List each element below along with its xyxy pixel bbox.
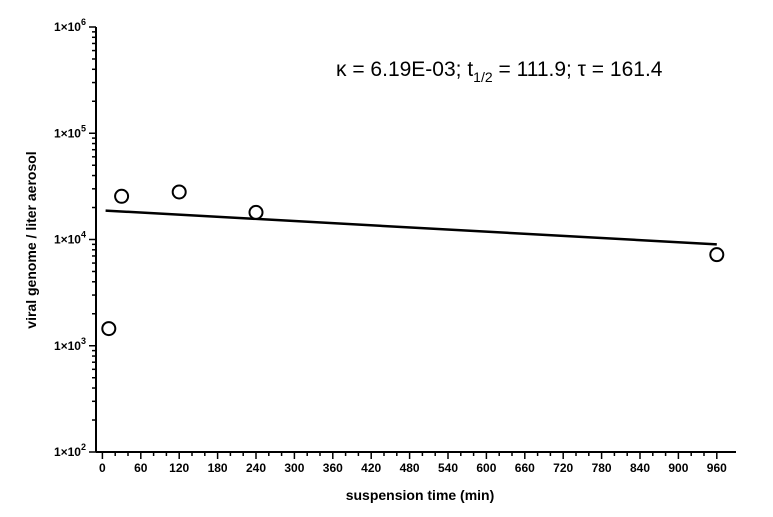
- annotation-rest: = 111.9; τ = 161.4: [493, 58, 663, 81]
- x-tick-label: 720: [553, 461, 573, 475]
- y-tick-label: 1×104: [54, 230, 86, 247]
- y-axis-title: viral genome / liter aerosol: [23, 151, 39, 328]
- y-tick-exponent: 5: [81, 123, 86, 133]
- x-tick-label: 120: [169, 461, 189, 475]
- fit-line: [105, 209, 717, 246]
- y-tick-mantissa: 1×10: [54, 20, 81, 34]
- data-point: [248, 204, 264, 220]
- x-tick-label: 0: [99, 461, 106, 475]
- x-tick-label: 600: [476, 461, 496, 475]
- data-point: [101, 321, 117, 337]
- y-tick-exponent: 4: [81, 230, 86, 240]
- y-tick-label: 1×102: [54, 442, 86, 459]
- x-tick-label: 300: [284, 461, 304, 475]
- data-points: [101, 184, 725, 337]
- y-tick-mantissa: 1×10: [54, 339, 81, 353]
- data-point: [171, 184, 187, 200]
- y-tick-exponent: 2: [81, 442, 86, 452]
- x-tick-label: 360: [323, 461, 343, 475]
- x-axis-title: suspension time (min): [346, 487, 495, 503]
- data-point: [709, 247, 725, 263]
- fit-annotation: κ = 6.19E-03; t1/2 = 111.9; τ = 161.4: [336, 58, 663, 85]
- y-tick-mantissa: 1×10: [54, 445, 81, 459]
- x-tick-label: 780: [592, 461, 612, 475]
- y-tick-mantissa: 1×10: [54, 126, 81, 140]
- x-tick-label: 420: [361, 461, 381, 475]
- regression-line: [105, 209, 717, 246]
- x-tick-label: 960: [707, 461, 727, 475]
- annotation-kappa: κ = 6.19E-03; t: [336, 58, 473, 81]
- x-tick-label: 900: [668, 461, 688, 475]
- y-tick-exponent: 3: [81, 336, 86, 346]
- y-tick-exponent: 6: [81, 17, 86, 27]
- data-point: [114, 188, 130, 204]
- y-tick-label: 1×106: [54, 17, 86, 34]
- x-tick-label: 240: [246, 461, 266, 475]
- x-tick-label: 660: [515, 461, 535, 475]
- x-tick-label: 480: [400, 461, 420, 475]
- y-tick-label: 1×105: [54, 123, 86, 140]
- y-tick-mantissa: 1×10: [54, 233, 81, 247]
- x-tick-label: 840: [630, 461, 650, 475]
- annotation-subscript: 1/2: [473, 69, 493, 85]
- x-tick-label: 180: [208, 461, 228, 475]
- x-axis-ticks: 0 60 120 180 240 300 360 420 480 540 600 660 720 780 8…: [99, 452, 727, 475]
- y-tick-label: 1×103: [54, 336, 86, 353]
- x-tick-label: 540: [438, 461, 458, 475]
- x-tick-label: 60: [134, 461, 148, 475]
